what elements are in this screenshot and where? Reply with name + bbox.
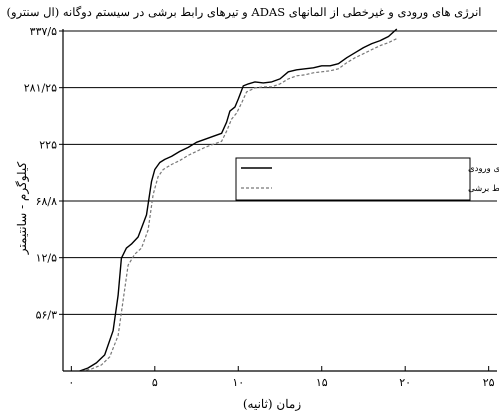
y-tick-label: ۲۸۱/۲۵ — [24, 82, 57, 95]
series-line-nonlinear-energy — [81, 38, 398, 372]
x-tick-label: ۵ — [152, 376, 158, 389]
chart-title: انرژی های ورودی و غیرخطی از المانهای ADA… — [7, 5, 482, 19]
x-tick-label: ۱۵ — [316, 376, 328, 389]
y-tick-label: ۳۳۷/۵ — [30, 25, 57, 38]
y-tick-label: ۶۸/۸ — [36, 195, 58, 208]
y-tick-label: ۵۶/۳ — [36, 308, 58, 321]
plot-frame — [62, 29, 497, 372]
y-tick-label: ۲۲۵ — [39, 138, 57, 151]
x-tick-label: ۲۰ — [399, 376, 411, 389]
grid-lines — [59, 30, 497, 371]
x-tick-label: ۲۵ — [483, 376, 495, 389]
y-axis-label: کیلوگرم - سانتیمتر — [15, 162, 29, 256]
legend-label-nonlinear: انرژی غیرخطی ناشی از المانهای ADAS و تیر… — [468, 184, 499, 194]
series-line-input-energy — [79, 28, 398, 372]
legend-label-input: انرژی ورودی — [468, 164, 499, 174]
x-tick-label: ۰ — [68, 376, 74, 389]
tick-labels: ۵۶/۳ ۱۲/۵ ۶۸/۸ ۲۲۵ ۲۸۱/۲۵ ۳۳۷/۵ ۰ ۵ ۱۰ ۱۵ ۲۰ ۲۵ — [24, 25, 495, 389]
y-tick-label: ۱۲/۵ — [36, 252, 58, 265]
legend-box — [235, 157, 471, 201]
x-tick-label: ۱۰ — [232, 376, 244, 389]
legend: انرژی ورودی انرژی غیرخطی ناشی از المانها… — [235, 157, 499, 201]
series-layer — [79, 28, 398, 372]
x-axis-label: زمان (ثانیه) — [243, 397, 301, 411]
